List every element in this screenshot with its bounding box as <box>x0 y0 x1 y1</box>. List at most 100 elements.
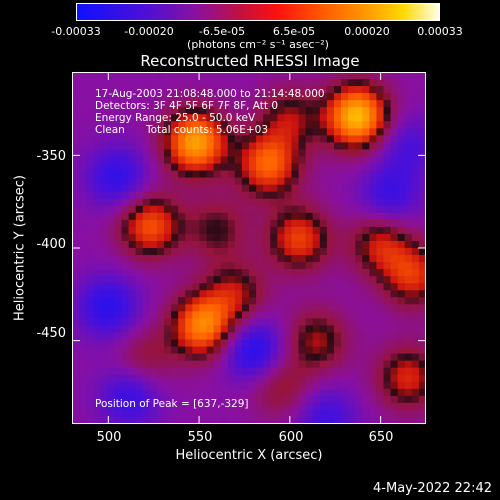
heatmap-cell <box>284 212 292 221</box>
heatmap-cell <box>227 402 236 411</box>
heatmap-cell <box>121 114 129 122</box>
heatmap-cell <box>277 346 285 354</box>
heatmap-cell <box>178 346 186 354</box>
heatmap-cell <box>305 248 314 256</box>
heatmap-cell <box>270 142 278 150</box>
heatmap-cell <box>220 325 229 333</box>
heatmap-cell <box>149 191 158 200</box>
heatmap-cell <box>206 107 214 115</box>
heatmap-cell <box>171 86 179 94</box>
heatmap-cell <box>263 191 271 200</box>
heatmap-cell <box>270 395 278 404</box>
heatmap-cell <box>86 212 94 221</box>
heatmap-cell <box>355 332 363 340</box>
heatmap-cell <box>121 311 129 319</box>
heatmap-cell <box>213 233 221 242</box>
heatmap-cell <box>277 325 285 333</box>
heatmap-cell <box>277 170 285 178</box>
heatmap-cell <box>234 332 243 340</box>
heatmap-cell <box>171 283 179 291</box>
heatmap-cell <box>114 353 122 361</box>
heatmap-cell <box>100 367 108 376</box>
heatmap-cell <box>128 332 137 340</box>
heatmap-cell <box>284 297 292 305</box>
heatmap-cell <box>284 255 292 263</box>
heatmap-cell <box>241 409 250 418</box>
heatmap-cell <box>383 233 391 242</box>
heatmap-cell <box>128 205 137 214</box>
heatmap-cell <box>397 304 406 312</box>
heatmap-cell <box>135 311 144 319</box>
heatmap-cell <box>298 114 306 122</box>
heatmap-cell <box>164 416 172 424</box>
heatmap-cell <box>277 93 285 101</box>
heatmap-cell <box>192 93 200 101</box>
heatmap-cell <box>199 388 207 397</box>
heatmap-cell <box>142 339 151 347</box>
heatmap-cell <box>326 311 335 319</box>
heatmap-cell <box>128 79 137 87</box>
heatmap-cell <box>100 212 108 221</box>
heatmap-cell <box>107 374 115 383</box>
heatmap-cell <box>135 255 144 263</box>
heatmap-cell <box>199 177 207 185</box>
heatmap-cell <box>369 409 377 418</box>
heatmap-cell <box>199 325 207 333</box>
heatmap-cell <box>178 318 186 326</box>
heatmap-cell <box>291 93 299 101</box>
heatmap-cell <box>121 395 129 404</box>
heatmap-cell <box>171 184 179 192</box>
heatmap-cell <box>192 283 200 291</box>
heatmap-cell <box>164 346 172 354</box>
heatmap-cell <box>355 226 363 235</box>
heatmap-cell <box>284 262 292 270</box>
heatmap-cell <box>185 409 193 418</box>
heatmap-cell <box>213 219 221 228</box>
heatmap-cell <box>319 325 328 333</box>
heatmap-cell <box>369 191 377 200</box>
heatmap-cell <box>305 290 314 298</box>
heatmap-cell <box>199 114 207 122</box>
heatmap-cell <box>185 212 193 221</box>
heatmap-cell <box>149 121 158 129</box>
heatmap-cell <box>305 339 314 347</box>
heatmap-cell <box>114 121 122 129</box>
heatmap-cell <box>121 416 129 424</box>
heatmap-cell <box>178 198 186 207</box>
heatmap-cell <box>369 205 377 214</box>
heatmap-cell <box>270 304 278 312</box>
heatmap-cell <box>319 395 328 404</box>
heatmap-cell <box>418 416 426 424</box>
heatmap-cell <box>234 170 243 178</box>
heatmap-cell <box>270 205 278 214</box>
heatmap-cell <box>312 226 321 235</box>
heatmap-cell <box>93 374 101 383</box>
heatmap-cell <box>404 79 413 87</box>
heatmap-cell <box>241 219 250 228</box>
heatmap-cell <box>390 269 398 277</box>
heatmap-cell <box>369 93 377 101</box>
heatmap-cell <box>135 142 144 150</box>
heatmap-cell <box>171 381 179 390</box>
heatmap-cell <box>390 360 398 368</box>
heatmap-cell <box>171 93 179 101</box>
heatmap-cell <box>72 255 80 263</box>
heatmap-cell <box>319 86 328 94</box>
heatmap-cell <box>199 332 207 340</box>
heatmap-cell <box>114 128 122 136</box>
heatmap-cell <box>206 121 214 129</box>
heatmap-cell <box>86 156 94 164</box>
heatmap-cell <box>164 170 172 178</box>
heatmap-cell <box>171 212 179 221</box>
heatmap-cell <box>178 100 186 108</box>
heatmap-cell <box>72 269 80 277</box>
heatmap-cell <box>142 121 151 129</box>
heatmap-cell <box>277 360 285 368</box>
heatmap-cell <box>312 128 321 136</box>
heatmap-cell <box>362 290 370 298</box>
heatmap-cell <box>270 72 278 80</box>
heatmap-cell <box>326 86 335 94</box>
time-range-annotation: 17-Aug-2003 21:08:48.000 to 21:14:48.000 <box>95 88 325 100</box>
heatmap-cell <box>376 381 384 390</box>
heatmap-cell <box>114 170 122 178</box>
